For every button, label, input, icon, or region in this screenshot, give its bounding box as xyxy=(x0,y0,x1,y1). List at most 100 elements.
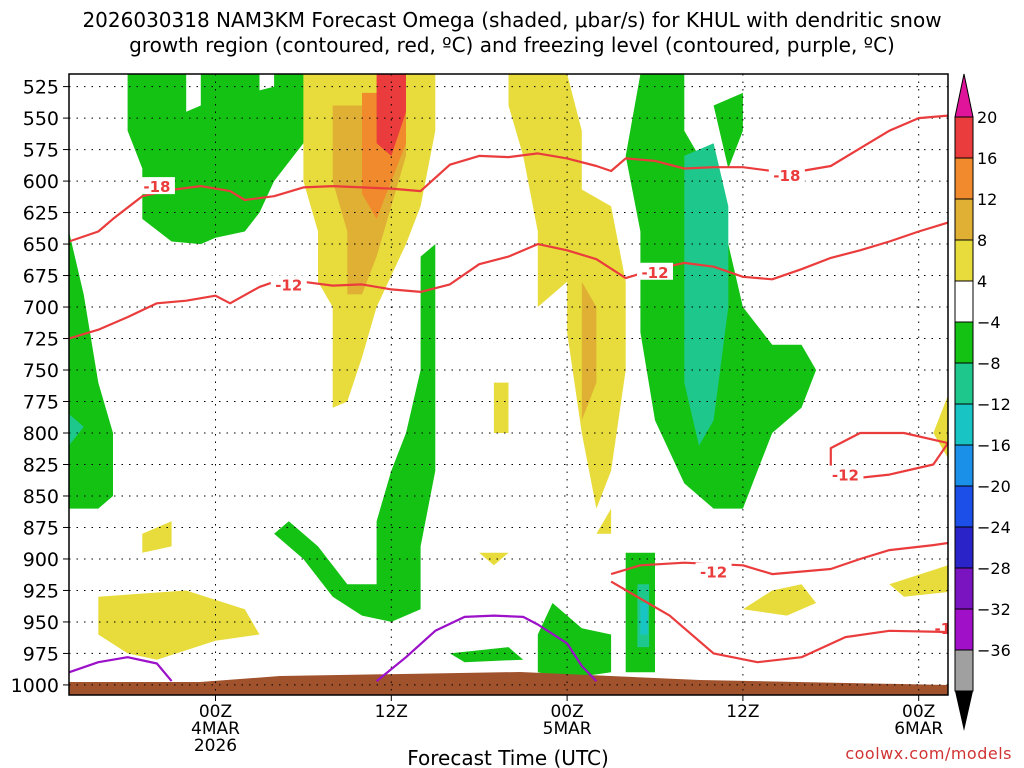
omega-region-down_weak xyxy=(449,647,524,663)
y-tick-label: 850 xyxy=(23,486,59,508)
omega-shading xyxy=(69,74,948,695)
colorbar-label: −8 xyxy=(977,354,1001,373)
x-tick-label: 00Z xyxy=(550,702,583,722)
x-tick-label: 6MAR xyxy=(894,719,943,739)
colorbar-swatch xyxy=(954,403,974,446)
y-axis: 525 550 575 600 625 650 675 700 725 750 775 800 825 8… xyxy=(11,77,69,697)
y-tick-label: 625 xyxy=(23,203,59,225)
contour--12-loop xyxy=(829,431,948,482)
y-tick-label: 600 xyxy=(23,171,59,193)
x-tick-label: 5MAR xyxy=(543,719,592,739)
contour-freezing-left xyxy=(69,656,173,682)
omega-region-down_mod xyxy=(69,414,84,446)
colorbar-swatch xyxy=(954,649,974,692)
omega-region-down_weak xyxy=(713,92,743,169)
colorbar-label: −16 xyxy=(977,436,1011,455)
colorbar-label: −4 xyxy=(977,313,1001,332)
y-tick-label: 925 xyxy=(23,580,59,602)
x-axis-title: Forecast Time (UTC) xyxy=(407,746,609,768)
chart-title-line1: 2026030318 NAM3KM Forecast Omega (shaded… xyxy=(82,8,942,32)
contour--18 xyxy=(69,114,948,243)
colorbar-label: −28 xyxy=(977,559,1011,578)
colorbar-swatch xyxy=(954,321,974,364)
y-tick-label: 650 xyxy=(23,234,59,256)
colorbar-swatch xyxy=(954,526,974,569)
contour-label: -18 xyxy=(773,167,800,185)
colorbar-label: −12 xyxy=(977,395,1011,414)
contour-label: -12 xyxy=(934,620,961,638)
colorbar-label: 8 xyxy=(977,231,987,250)
omega-region-up_max xyxy=(376,74,406,156)
contour-freezing-mid xyxy=(375,614,598,682)
omega-region-up_weak xyxy=(742,584,817,616)
plot-frame xyxy=(68,73,949,696)
omega-region-down_strong xyxy=(640,603,648,635)
colorbar-label: 4 xyxy=(977,272,987,291)
omega-region-down_weak xyxy=(127,74,333,245)
credit-text: coolwx.com/models xyxy=(845,744,1012,763)
y-tick-label: 950 xyxy=(23,612,59,634)
colorbar-label: −32 xyxy=(977,600,1011,619)
omega-region-down_weak xyxy=(274,244,436,622)
colorbar-swatch xyxy=(954,362,974,405)
omega-region-down_weak xyxy=(537,603,612,679)
y-tick-label: 775 xyxy=(23,392,59,414)
colorbar-swatch xyxy=(954,157,974,200)
colorbar-swatch xyxy=(954,567,974,610)
colorbar-swatch xyxy=(954,198,974,241)
x-tick-label: 12Z xyxy=(375,702,408,722)
y-tick-label: 825 xyxy=(23,454,59,476)
y-tick-label: 575 xyxy=(23,140,59,162)
omega-region-up_weak xyxy=(98,590,260,660)
contour-label-bg xyxy=(270,275,307,293)
colorbar-label: −24 xyxy=(977,518,1011,537)
y-tick-label: 900 xyxy=(23,549,59,571)
omega-region-up_mod xyxy=(581,281,597,421)
y-tick-label: 800 xyxy=(23,423,59,445)
colorbar-bottom-arrow xyxy=(955,691,973,731)
contour-label: -12 xyxy=(832,467,859,485)
omega-region-up_weak xyxy=(889,565,948,597)
x-tick-label: 00Z xyxy=(902,702,935,722)
colorbar-swatch xyxy=(954,444,974,487)
y-tick-label: 675 xyxy=(23,266,59,288)
y-tick-label: 750 xyxy=(23,360,59,382)
colorbar-swatch xyxy=(954,280,974,323)
contour--12-bottom xyxy=(610,580,948,664)
y-tick-label: 525 xyxy=(23,77,59,99)
grid-lines xyxy=(69,74,948,695)
x-tick-label: 4MAR xyxy=(191,719,240,739)
colorbar-label: 20 xyxy=(977,108,997,127)
chart-title-line2: growth region (contoured, red, ºC) and f… xyxy=(129,33,895,57)
y-tick-label: 550 xyxy=(23,108,59,130)
colorbar-label: −36 xyxy=(977,641,1011,660)
colorbar: 20 16 12 8 4 −4 −8 −12 −16 −20 −24 −28 −32 −36 xyxy=(954,73,1011,731)
ground-surface xyxy=(69,672,948,695)
colorbar-swatch xyxy=(954,608,974,651)
omega-region-up_weak xyxy=(493,382,509,433)
y-tick-label: 700 xyxy=(23,297,59,319)
y-tick-label: 875 xyxy=(23,517,59,539)
contour-label-bg xyxy=(637,262,673,280)
contour-label: -12 xyxy=(641,264,668,282)
x-tick-label: 00Z xyxy=(199,702,232,722)
omega-region-down_mod xyxy=(684,143,729,446)
contour-label-bg xyxy=(138,177,175,195)
colorbar-swatch xyxy=(954,485,974,528)
contour--12-lower xyxy=(610,541,948,576)
omega-region-up_weak xyxy=(596,508,612,534)
colorbar-swatch xyxy=(954,116,974,159)
contour-label-bg xyxy=(827,465,864,483)
contour-label: -18 xyxy=(143,178,170,196)
colorbar-swatch xyxy=(954,239,974,282)
colorbar-top-arrow xyxy=(954,73,974,118)
contour-label: -12 xyxy=(275,276,302,294)
x-tick-label: 12Z xyxy=(726,702,759,722)
x-tick-label: 2026 xyxy=(194,736,237,756)
temperature-contours: -18 -18 -12 -12 -12 -12 -12 xyxy=(69,114,961,682)
omega-region-down_weak xyxy=(69,231,113,509)
omega-region-up_weak xyxy=(142,521,172,553)
y-tick-label: 975 xyxy=(23,643,59,665)
